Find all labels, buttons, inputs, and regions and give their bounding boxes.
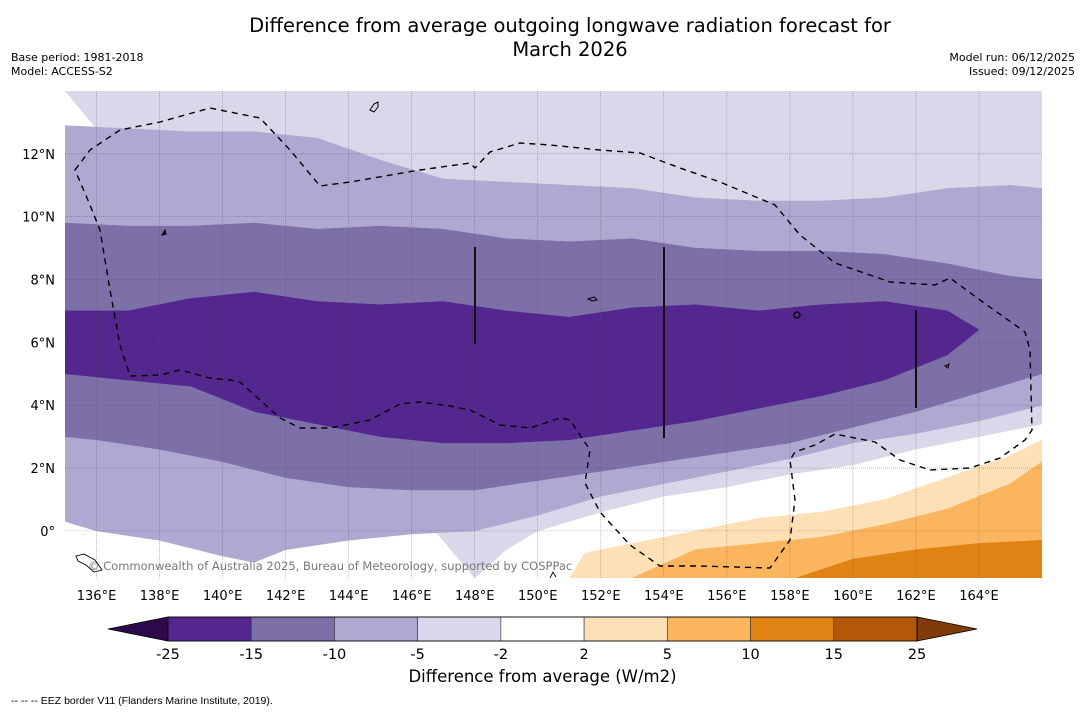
- base-period: Base period: 1981-2018: [11, 51, 144, 64]
- colorbar-segment: [334, 616, 418, 642]
- model-run: Model run: 06/12/2025: [949, 51, 1075, 64]
- colorbar-segment: [250, 616, 335, 642]
- eez-border-north: [74, 107, 1033, 569]
- map-features: [74, 101, 1033, 578]
- island-outline: [549, 571, 557, 578]
- colorbar: -25 -15 -10 -5 -2 2 5 10 15 25: [107, 616, 978, 663]
- colorbar-extend-low: [107, 616, 169, 642]
- y-tick-label: 8°N: [31, 274, 56, 289]
- colorbar-segment: [583, 616, 668, 642]
- issued-date: Issued: 09/12/2025: [968, 65, 1075, 78]
- x-tick-label: 162°E: [896, 589, 936, 604]
- model-name: Model: ACCESS-S2: [11, 65, 113, 78]
- colorbar-tick-label: -2: [494, 647, 508, 663]
- meta-left: Base period: 1981-2018 Model: ACCESS-S2: [11, 51, 143, 79]
- map-title: Difference from average outgoing longwav…: [0, 14, 1085, 62]
- map-title-line1: Difference from average outgoing longwav…: [249, 14, 891, 37]
- colorbar-tick-label: 5: [663, 647, 672, 663]
- x-tick-label: 138°E: [140, 589, 180, 604]
- gridlines: [65, 91, 1042, 578]
- x-tick-label: 156°E: [707, 589, 747, 604]
- x-axis-ticks: 136°E 138°E 140°E 142°E 144°E 146°E 148°E 150°E…: [77, 589, 999, 604]
- x-tick-label: 152°E: [581, 589, 621, 604]
- contour-bands: [65, 91, 1042, 578]
- colorbar-segment: [417, 616, 502, 642]
- y-tick-label: 0°: [40, 525, 55, 540]
- x-tick-label: 144°E: [329, 589, 369, 604]
- eez-footnote: -- -- -- EEZ border V11 (Flanders Marine…: [11, 695, 273, 707]
- x-tick-label: 142°E: [266, 589, 306, 604]
- copyright-notice: © Commonwealth of Australia 2025, Bureau…: [88, 559, 572, 573]
- colorbar-tick-label: -25: [156, 647, 180, 663]
- colorbar-tick-label: 15: [825, 647, 843, 663]
- map-title-line2: March 2026: [512, 38, 628, 61]
- colorbar-tick-label: -10: [323, 647, 347, 663]
- x-tick-label: 160°E: [833, 589, 873, 604]
- y-tick-label: 10°N: [22, 211, 55, 226]
- island-outline: [944, 363, 950, 369]
- colorbar-tick-label: 2: [579, 647, 588, 663]
- colorbar-tick-label: 10: [741, 647, 759, 663]
- x-tick-label: 150°E: [518, 589, 558, 604]
- map-plot-area: © Commonwealth of Australia 2025, Bureau…: [65, 91, 1042, 578]
- island-outline: [75, 553, 103, 573]
- colorbar-segment: [500, 616, 585, 642]
- island-outline: [793, 311, 801, 319]
- y-tick-label: 12°N: [22, 148, 55, 163]
- x-tick-label: 148°E: [455, 589, 495, 604]
- island-outline: [586, 296, 599, 302]
- colorbar-tick-label: -15: [239, 647, 263, 663]
- y-tick-label: 6°N: [31, 336, 56, 351]
- x-tick-label: 164°E: [959, 589, 999, 604]
- x-tick-label: 140°E: [203, 589, 243, 604]
- x-tick-label: 154°E: [644, 589, 684, 604]
- colorbar-outline: [167, 616, 918, 642]
- island-outline: [160, 228, 167, 236]
- colorbar-title: Difference from average (W/m2): [408, 667, 677, 686]
- colorbar-segment: [833, 616, 918, 642]
- colorbar-tick-label: -5: [410, 647, 424, 663]
- y-axis-ticks: 0° 2°N 4°N 6°N 8°N 10°N 12°N: [22, 148, 55, 540]
- x-tick-label: 136°E: [77, 589, 117, 604]
- colorbar-segment: [750, 616, 835, 642]
- colorbar-extend-high: [916, 616, 978, 642]
- y-tick-label: 2°N: [31, 462, 56, 477]
- colorbar-segment: [167, 616, 252, 642]
- x-tick-label: 146°E: [392, 589, 432, 604]
- y-tick-label: 4°N: [31, 399, 56, 414]
- island-outline: [369, 101, 379, 113]
- colorbar-tick-label: 25: [908, 647, 926, 663]
- x-tick-label: 158°E: [770, 589, 810, 604]
- colorbar-segment: [667, 616, 751, 642]
- meta-right: Model run: 06/12/2025 Issued: 09/12/2025: [949, 51, 1075, 79]
